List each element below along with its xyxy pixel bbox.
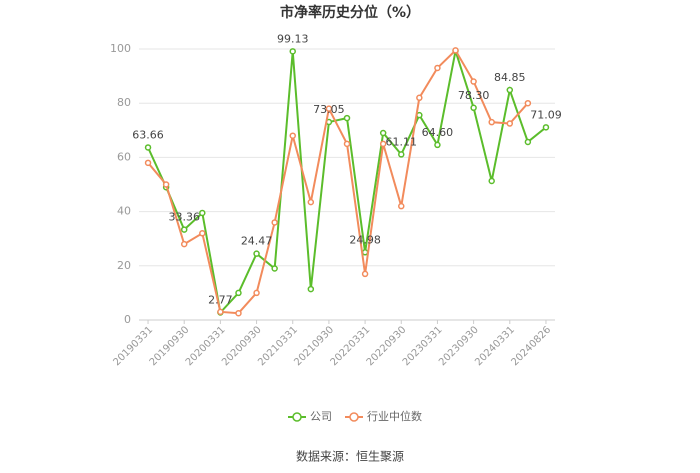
point: [199, 230, 206, 237]
point: [144, 159, 152, 167]
point: [434, 64, 441, 72]
point: [289, 132, 296, 139]
data-label: 99.13: [277, 32, 309, 45]
point: [506, 120, 514, 127]
data-label: 2.77: [208, 293, 233, 306]
data-label: 33.36: [168, 211, 200, 224]
point: [307, 198, 315, 206]
point: [271, 265, 278, 272]
y-tick-label: 0: [124, 313, 131, 326]
point: [379, 129, 387, 137]
legend-item: 行业中位数: [345, 409, 422, 423]
source: 数据来源：恒生聚源: [296, 449, 404, 464]
point: [488, 177, 495, 185]
point: [361, 270, 369, 278]
point: [488, 118, 495, 126]
y-tick-label: 80: [117, 96, 131, 109]
data-label: 24.98: [349, 233, 381, 246]
point: [506, 86, 514, 94]
point: [217, 308, 224, 316]
data-label: 71.09: [530, 108, 562, 121]
point: [199, 209, 206, 217]
point: [524, 99, 532, 107]
point: [235, 289, 242, 297]
point: [162, 181, 170, 188]
point: [343, 140, 351, 148]
legend-item: 公司: [288, 410, 332, 423]
point: [289, 48, 296, 55]
point: [253, 289, 260, 297]
point: [470, 78, 477, 85]
legend-label: 行业中位数: [367, 409, 422, 423]
data-label: 24.47: [241, 235, 273, 248]
point: [307, 285, 315, 293]
point: [235, 309, 242, 317]
y-tick-label: 100: [110, 42, 131, 55]
point: [180, 226, 188, 233]
data-label: 73.05: [313, 103, 345, 116]
point: [470, 104, 477, 112]
point: [144, 144, 152, 151]
series-line: [147, 48, 529, 315]
legend-label: 公司: [310, 410, 332, 423]
point: [452, 47, 459, 54]
point: [398, 202, 405, 210]
point: [542, 124, 550, 131]
x-tick-label: 20240826: [509, 324, 553, 368]
y-tick-label: 60: [117, 150, 131, 163]
chart-title: 市净率历史分位（%）: [280, 4, 420, 21]
data-label: 78.30: [458, 89, 490, 102]
point: [434, 141, 441, 149]
point: [361, 249, 369, 256]
data-label: 64.60: [422, 126, 454, 139]
point: [343, 114, 351, 122]
point: [271, 219, 278, 226]
legend-marker: [349, 412, 359, 422]
data-label: 63.66: [132, 128, 164, 141]
point: [379, 140, 387, 148]
y-tick-label: 40: [117, 205, 131, 218]
point: [416, 94, 423, 102]
y-tick-label: 20: [117, 259, 131, 272]
point: [253, 250, 260, 257]
point: [524, 138, 532, 146]
legend-marker: [292, 412, 302, 422]
point: [180, 240, 188, 248]
point: [398, 151, 405, 158]
data-label: 84.85: [494, 71, 526, 84]
point: [325, 105, 333, 112]
data-label: 61.11: [386, 135, 418, 148]
